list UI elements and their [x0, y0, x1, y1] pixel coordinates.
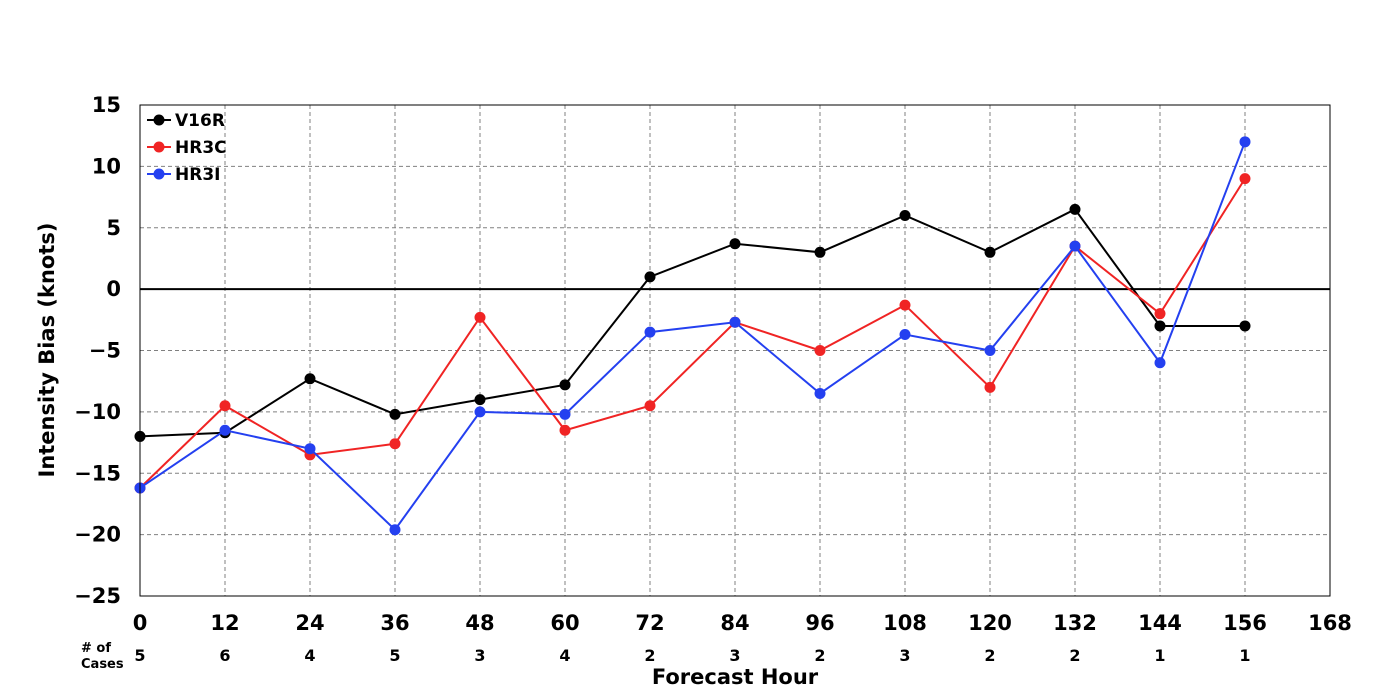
- y-tick-label: −10: [74, 400, 121, 424]
- legend-label: HR3C: [175, 138, 227, 158]
- legend-swatch-marker: [153, 114, 165, 126]
- legend-item-hr3i: HR3I: [147, 165, 220, 185]
- case-count: 1: [1239, 646, 1250, 665]
- data-point: [814, 246, 826, 258]
- case-count: 2: [984, 646, 995, 665]
- case-count: 4: [559, 646, 570, 665]
- x-tick-label: 0: [133, 611, 148, 635]
- data-point: [559, 424, 571, 436]
- legend-label: HR3I: [175, 165, 220, 185]
- legend-item-hr3c: HR3C: [147, 138, 227, 158]
- legend-item-v16r: V16R: [147, 111, 225, 131]
- grid-layer: [140, 105, 1330, 596]
- data-point: [389, 438, 401, 450]
- x-tick-label: 12: [210, 611, 239, 635]
- data-point: [814, 387, 826, 399]
- data-point: [1239, 136, 1251, 148]
- data-point: [729, 316, 741, 328]
- data-point: [219, 400, 231, 412]
- case-count: 3: [729, 646, 740, 665]
- y-tick-label: 15: [92, 93, 121, 117]
- data-point: [304, 373, 316, 385]
- data-point: [899, 329, 911, 341]
- y-tick-label: 5: [106, 216, 121, 240]
- x-tick-label: 72: [635, 611, 664, 635]
- series-hr3i: [134, 136, 1251, 536]
- data-point: [644, 271, 656, 283]
- data-point: [729, 238, 741, 250]
- data-point: [559, 379, 571, 391]
- data-point: [1154, 320, 1166, 332]
- case-count: 5: [389, 646, 400, 665]
- x-tick-label: 108: [883, 611, 927, 635]
- plot-frame: [139, 104, 1331, 597]
- data-point: [1154, 357, 1166, 369]
- data-point: [644, 400, 656, 412]
- data-point: [219, 424, 231, 436]
- legend-label: V16R: [175, 111, 225, 131]
- x-tick-label: 24: [295, 611, 324, 635]
- legend: V16R HR3C HR3I: [147, 111, 227, 185]
- case-count: 2: [814, 646, 825, 665]
- x-tick-label: 120: [968, 611, 1012, 635]
- x-tick-label: 156: [1223, 611, 1267, 635]
- data-point: [984, 381, 996, 393]
- data-point: [1069, 240, 1081, 252]
- y-axis-title: Intensity Bias (knots): [35, 223, 59, 478]
- case-count: 1: [1154, 646, 1165, 665]
- cases-label-line2: Cases: [81, 657, 124, 672]
- case-count: 2: [1069, 646, 1080, 665]
- y-tick-label: −15: [74, 461, 121, 485]
- y-tick-label: 0: [106, 277, 121, 301]
- data-point: [559, 408, 571, 420]
- data-point: [1239, 173, 1251, 185]
- x-tick-label: 84: [720, 611, 749, 635]
- x-axis-title: Forecast Hour: [652, 665, 819, 689]
- case-count: 5: [134, 646, 145, 665]
- series-v16r: [134, 203, 1251, 442]
- data-point: [474, 406, 486, 418]
- series-line: [139, 208, 1245, 438]
- data-point: [389, 524, 401, 536]
- y-tick-labels: −25 −20 −15 −10 −5 0 5 10 15: [74, 93, 121, 608]
- legend-swatch-marker: [153, 168, 165, 180]
- x-tick-label: 144: [1138, 611, 1182, 635]
- case-count: 2: [644, 646, 655, 665]
- legend-swatch-marker: [153, 141, 165, 153]
- data-point: [984, 246, 996, 258]
- cases-label-line1: # of: [81, 641, 111, 656]
- case-count: 3: [474, 646, 485, 665]
- data-point: [1239, 320, 1251, 332]
- y-tick-label: 10: [92, 154, 121, 178]
- case-count: 4: [304, 646, 315, 665]
- data-point: [304, 443, 316, 455]
- data-point: [389, 408, 401, 420]
- series-layer: [134, 136, 1251, 536]
- x-tick-label: 96: [805, 611, 834, 635]
- data-point: [474, 311, 486, 323]
- case-count: 3: [899, 646, 910, 665]
- series-line: [139, 178, 1246, 489]
- data-point: [814, 345, 826, 356]
- x-tick-label: 168: [1308, 611, 1352, 635]
- series-line: [139, 141, 1246, 532]
- case-count: 6: [219, 646, 230, 665]
- x-tick-label: 36: [380, 611, 409, 635]
- data-point: [899, 209, 911, 221]
- y-tick-label: −5: [89, 339, 121, 363]
- data-point: [984, 345, 996, 356]
- data-point: [474, 394, 486, 406]
- y-tick-label: −25: [74, 584, 121, 608]
- data-point: [1069, 203, 1081, 215]
- y-tick-label: −20: [74, 523, 121, 547]
- cases-row: # of Cases 5 6 4 5 3 4 2 3 2 3 2 2 1 1: [81, 641, 1251, 672]
- data-point: [899, 299, 911, 311]
- x-tick-labels: 0 12 24 36 48 60 72 84 96 108 120 132 144 156 168: [133, 611, 1352, 635]
- data-point: [1154, 308, 1166, 320]
- data-point: [644, 326, 656, 338]
- x-tick-label: 60: [550, 611, 579, 635]
- x-tick-label: 48: [465, 611, 494, 635]
- x-tick-label: 132: [1053, 611, 1097, 635]
